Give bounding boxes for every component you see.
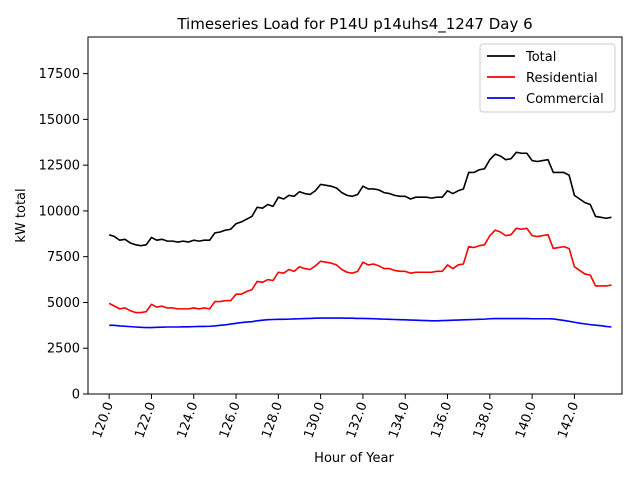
plot-frame (87, 36, 623, 395)
y-tick-label: 17500 (39, 67, 80, 82)
y-axis-label: kW total (14, 188, 29, 242)
series-line-commercial (109, 317, 612, 329)
y-tick-label: 5000 (47, 296, 80, 311)
y-tick-label: 2500 (47, 342, 80, 357)
legend-label-commercial: Commercial (526, 92, 604, 107)
series-line-residential (108, 227, 612, 314)
y-tick-label: 12500 (39, 159, 80, 174)
y-tick-label: 15000 (39, 113, 80, 128)
chart-title: Timeseries Load for P14U p14uhs4_1247 Da… (176, 15, 532, 34)
y-axis: 0 2500 5000 7500 10000 12500 15000 17500 (39, 67, 88, 403)
y-tick-label: 7500 (47, 250, 80, 265)
legend: Total Residential Commercial (479, 43, 616, 113)
series-layer (108, 151, 612, 329)
series-line-total (108, 151, 612, 247)
legend-box (479, 43, 616, 113)
legend-label-total: Total (525, 50, 556, 65)
y-tick-label: 0 (72, 388, 80, 403)
y-tick-label: 10000 (39, 204, 80, 219)
legend-label-residential: Residential (526, 71, 598, 86)
x-axis-label: Hour of Year (314, 451, 394, 466)
